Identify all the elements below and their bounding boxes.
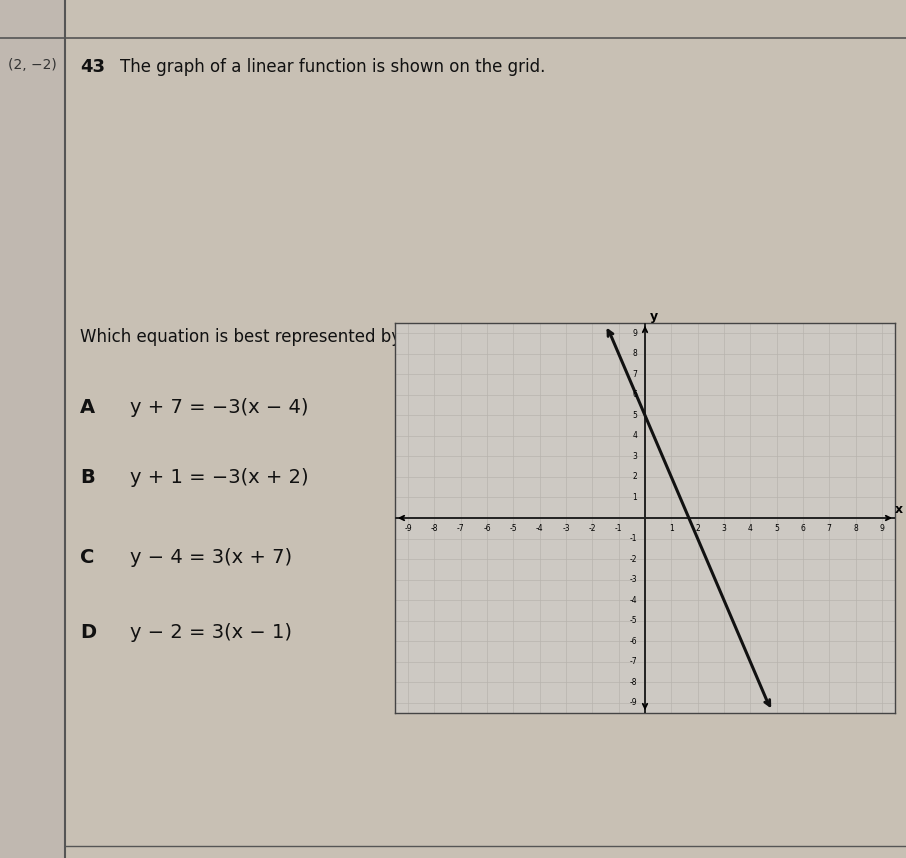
Text: -5: -5 — [509, 524, 517, 533]
Text: y + 7 = −3(x − 4): y + 7 = −3(x − 4) — [130, 398, 309, 417]
Text: -3: -3 — [563, 524, 570, 533]
Text: 3: 3 — [632, 452, 637, 461]
Text: -1: -1 — [630, 534, 637, 543]
Text: 9: 9 — [880, 524, 884, 533]
Text: The graph of a linear function is shown on the grid.: The graph of a linear function is shown … — [120, 58, 545, 76]
Text: A: A — [80, 398, 95, 417]
Text: Which equation is best represented by this graph?: Which equation is best represented by th… — [80, 328, 499, 346]
Text: 8: 8 — [632, 349, 637, 359]
Bar — [0, 0, 65, 858]
Text: 1: 1 — [669, 524, 674, 533]
Text: -6: -6 — [483, 524, 491, 533]
Text: y − 2 = 3(x − 1): y − 2 = 3(x − 1) — [130, 623, 292, 642]
Text: B: B — [80, 468, 95, 487]
Text: 9: 9 — [632, 329, 637, 338]
Text: y: y — [651, 310, 659, 323]
Text: y − 4 = 3(x + 7): y − 4 = 3(x + 7) — [130, 548, 292, 567]
Text: -3: -3 — [630, 575, 637, 584]
Text: 6: 6 — [801, 524, 805, 533]
Text: -8: -8 — [630, 678, 637, 686]
Text: D: D — [80, 623, 96, 642]
Text: -9: -9 — [404, 524, 412, 533]
Text: -4: -4 — [536, 524, 544, 533]
Text: C: C — [80, 548, 94, 567]
Text: -6: -6 — [630, 637, 637, 646]
Text: 6: 6 — [632, 390, 637, 399]
Text: 3: 3 — [721, 524, 727, 533]
Text: 1: 1 — [632, 493, 637, 502]
Text: 5: 5 — [774, 524, 779, 533]
Text: 2: 2 — [632, 473, 637, 481]
Text: 8: 8 — [853, 524, 858, 533]
Text: -8: -8 — [430, 524, 439, 533]
Text: -1: -1 — [615, 524, 622, 533]
Text: 7: 7 — [632, 370, 637, 379]
Text: -5: -5 — [630, 616, 637, 625]
Text: -2: -2 — [630, 554, 637, 564]
Text: 2: 2 — [695, 524, 700, 533]
Text: -2: -2 — [589, 524, 596, 533]
Text: -7: -7 — [630, 657, 637, 666]
Text: y + 1 = −3(x + 2): y + 1 = −3(x + 2) — [130, 468, 309, 487]
Text: 4: 4 — [632, 432, 637, 440]
Text: -4: -4 — [630, 595, 637, 605]
Text: 4: 4 — [747, 524, 753, 533]
Text: 5: 5 — [632, 411, 637, 420]
Text: x: x — [895, 504, 903, 517]
Text: -7: -7 — [457, 524, 465, 533]
Text: -9: -9 — [630, 698, 637, 707]
Text: 43: 43 — [80, 58, 105, 76]
Text: (2, −2): (2, −2) — [8, 58, 57, 72]
Text: 7: 7 — [827, 524, 832, 533]
